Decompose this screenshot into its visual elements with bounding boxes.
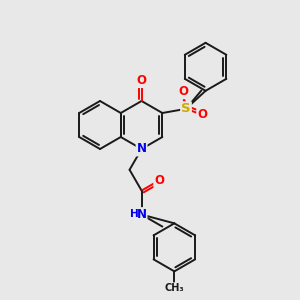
Text: CH₃: CH₃ (164, 283, 184, 293)
Text: S: S (181, 102, 191, 115)
Text: N: N (136, 208, 147, 221)
Text: O: O (178, 85, 188, 98)
Text: O: O (136, 74, 147, 87)
Text: N: N (136, 142, 147, 155)
Text: H: H (130, 208, 139, 219)
Text: O: O (154, 174, 164, 187)
Text: O: O (197, 108, 207, 121)
